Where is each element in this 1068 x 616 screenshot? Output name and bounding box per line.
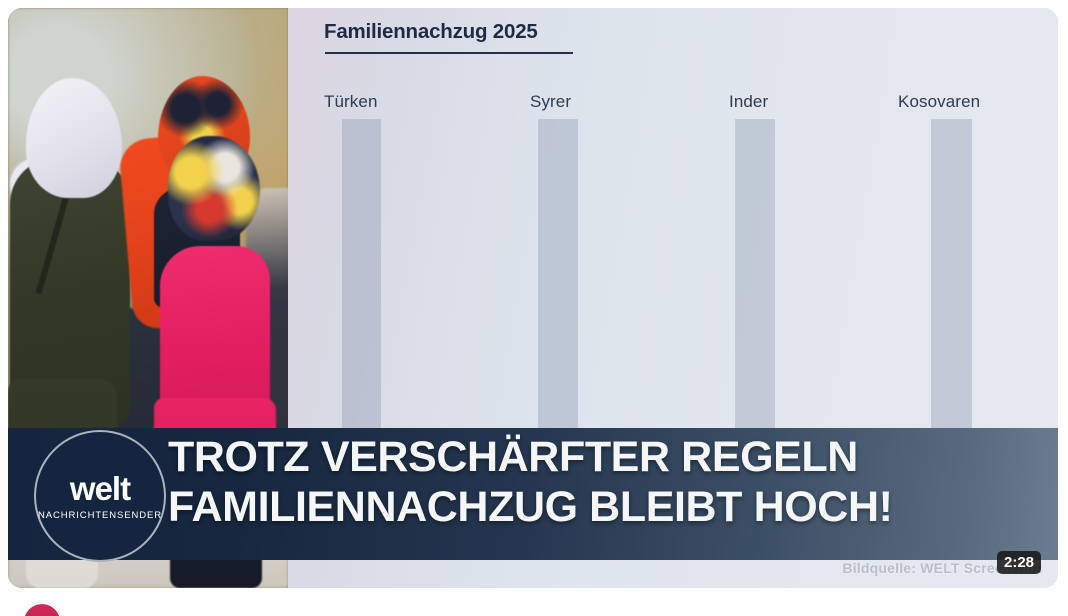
welt-logo-subtitle: NACHRICHTENSENDER <box>37 509 163 521</box>
bar-label-inder: Inder <box>729 92 769 111</box>
bar-label-tuerken: Türken <box>324 92 378 111</box>
image-credit: Bildquelle: WELT Screenshot <box>842 560 1042 576</box>
bar-kosovaren <box>931 119 972 449</box>
bar-inder <box>735 119 775 449</box>
bar-chart: Familiennachzug 2025 Türken Syrer Inder … <box>288 8 1058 588</box>
chart-title: Familiennachzug 2025 <box>324 20 538 43</box>
welt-logo: welt NACHRICHTENSENDER <box>34 430 166 562</box>
video-duration-badge: 2:28 <box>997 551 1042 574</box>
video-thumbnail[interactable]: Familiennachzug 2025 Türken Syrer Inder … <box>8 8 1058 588</box>
bar-label-syrer: Syrer <box>530 92 572 111</box>
chart-title-underline <box>325 52 573 54</box>
bar-syrer <box>538 119 578 449</box>
welt-logo-wordmark: welt <box>69 469 131 507</box>
headline-line-1: TROTZ VERSCHÄRFTER REGELN <box>168 433 858 481</box>
photo-woman2-patterned-scarf <box>168 136 260 241</box>
headline-banner <box>8 428 1058 560</box>
headline-line-2: FAMILIENNACHZUG BLEIBT HOCH! <box>168 483 893 531</box>
bar-tuerken <box>342 119 381 449</box>
photo-woman1-headscarf <box>26 78 122 198</box>
bar-label-kosovaren: Kosovaren <box>898 92 981 111</box>
headline-text: TROTZ VERSCHÄRFTER REGELN FAMILIENNACHZU… <box>168 432 1058 532</box>
channel-avatar[interactable] <box>24 604 60 616</box>
